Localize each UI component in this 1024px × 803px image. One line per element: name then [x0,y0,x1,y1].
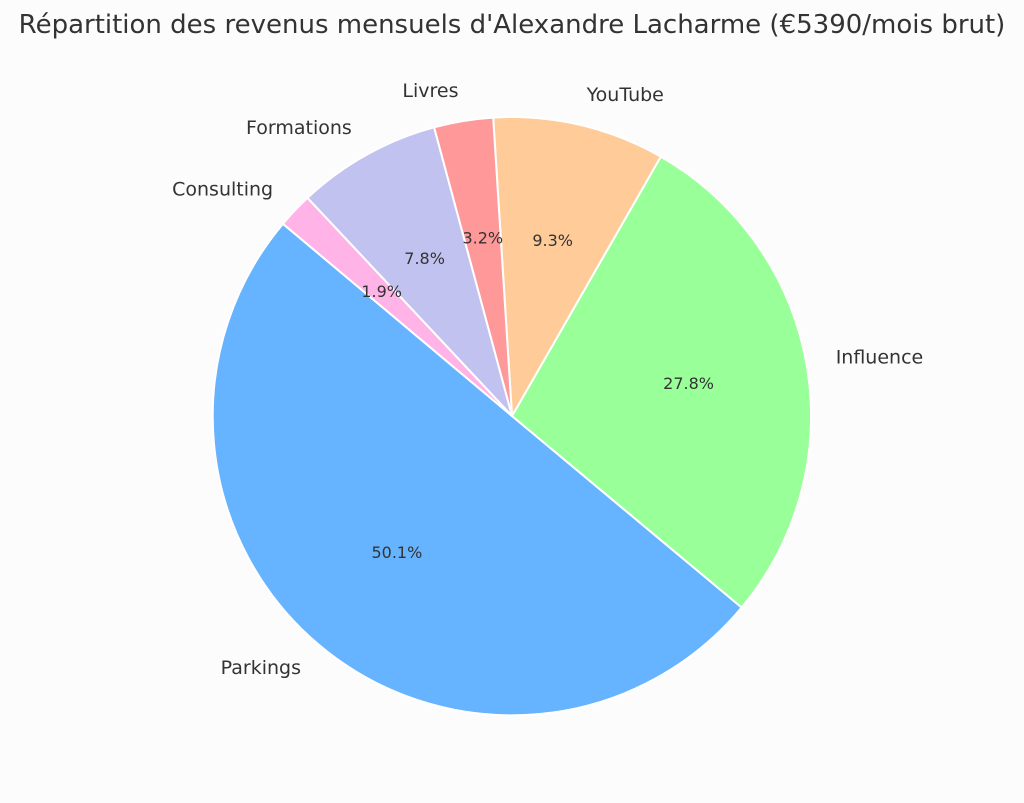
slice-pct-parkings: 50.1% [371,543,422,562]
pie-slice-youtube [492,116,662,417]
pie-labels: Parkings 50.1% Influence 27.8% YouTube 9.3% Li… [172,80,923,679]
slice-pct-influence: 27.8% [663,374,714,393]
slice-label-parkings: Parkings [221,657,301,679]
slice-label-livres: Livres [402,80,458,102]
slice-label-formations: Formations [246,117,352,139]
slice-pct-consulting: 1.9% [361,282,402,301]
slice-label-youtube: YouTube [586,84,664,106]
chart-title: Répartition des revenus mensuels d'Alexa… [19,10,1006,40]
slice-label-consulting: Consulting [172,178,273,200]
pie-slices [211,116,812,717]
slice-pct-youtube: 9.3% [532,231,573,250]
pie-slice-influence [511,155,812,609]
slice-label-influence: Influence [836,346,924,368]
pie-slice-parkings [211,222,743,717]
slice-pct-formations: 7.8% [404,249,445,268]
pie-slice-formations [306,126,513,417]
slice-pct-livres: 3.2% [462,229,503,248]
pie-slice-consulting [281,196,513,417]
